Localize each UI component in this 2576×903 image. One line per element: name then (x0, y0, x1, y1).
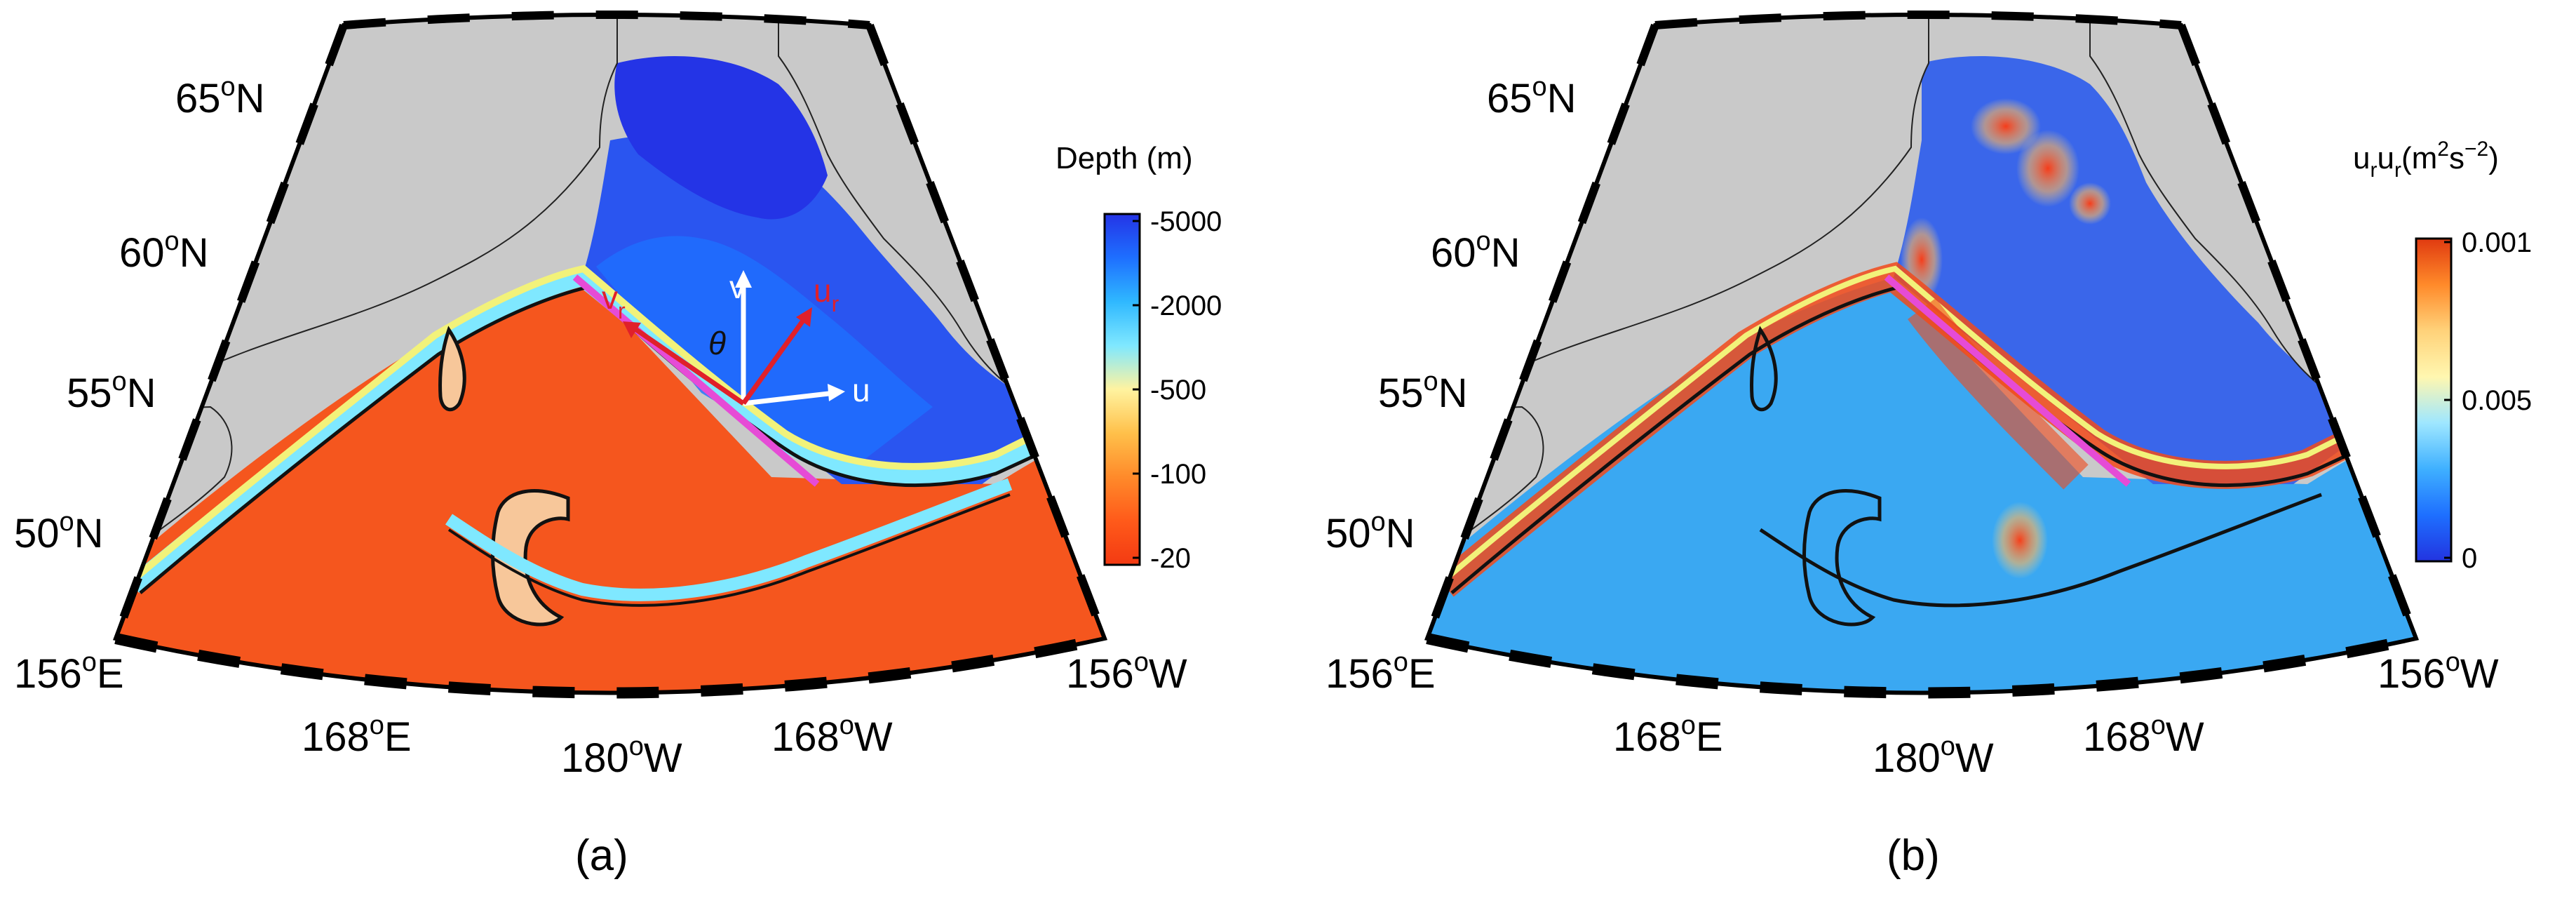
lon-labels-b: 156oE 168oE 180oW 168oW 156oW (1326, 648, 2499, 781)
u-arrow (743, 390, 835, 406)
colorbar-a: Depth (m) -5000 -2000 -500 -100 -20 (1056, 141, 1222, 574)
hotspot-north-3 (2069, 182, 2111, 225)
section-line-b (1884, 274, 2131, 487)
aleutian-arc-line (447, 493, 1011, 607)
vr-arrow (630, 324, 745, 406)
colorbar-b-title: urur(m2s−2) (2353, 138, 2499, 182)
frame-ticks-b-left (1423, 23, 1659, 641)
colorbar-b-tick-label-2: 0 (2462, 543, 2477, 574)
bowers-ridge-b (1802, 489, 1882, 627)
colorbar-b-tick-label-0: 0.001 (2462, 227, 2532, 258)
colorbar-a-ticks: -5000 -2000 -500 -100 -20 (1133, 206, 1222, 574)
bowers-ridge (491, 489, 570, 627)
vr-label: vr (602, 279, 626, 323)
lat-label-55-b: 55oN (1378, 367, 1468, 416)
ur-arrow (741, 314, 809, 406)
lon-label-180w-b: 180oW (1873, 732, 1994, 781)
frame-ticks-a-right (865, 23, 1109, 641)
frame-ticks-b (1426, 633, 2417, 699)
lon-label-168w-b: 168oW (2083, 711, 2204, 760)
shelf-break-yellow (134, 265, 1105, 580)
u-arrow-head (828, 384, 845, 401)
colorbar-a-title: Depth (m) (1056, 141, 1193, 175)
lon-label-168e: 168oE (302, 711, 412, 760)
frame-ticks-b-right (2177, 23, 2420, 641)
ur-label: ur (814, 272, 839, 316)
north-shelf (614, 56, 828, 220)
hotspot-north-2 (2016, 130, 2079, 207)
lat-labels-a: 65oN 60oN 55oN 50oN (14, 72, 265, 556)
panel-a: v vr θ ur u 65oN 60oN 55oN 50oN 156oE 16… (14, 11, 1222, 880)
lat-label-55: 55oN (67, 367, 156, 416)
shelf-break (127, 267, 1105, 594)
colorbar-b-tick-label-1: 0.005 (2462, 385, 2532, 416)
colorbar-a-tick-label-4: -20 (1150, 543, 1191, 574)
lat-label-50: 50oN (14, 507, 104, 556)
hotspot-basin (1992, 502, 2048, 579)
lat-label-60-b: 60oN (1431, 227, 1520, 276)
panel-b: 65oN 60oN 55oN 50oN 156oE 168oE 180oW 16… (1326, 11, 2532, 880)
caption-a: (a) (575, 831, 628, 880)
ur-arrow-head (796, 307, 812, 327)
aleutian-arc (445, 478, 1013, 601)
theta-label: θ (708, 325, 726, 361)
vr-arrow-head (623, 321, 641, 338)
lon-label-180w: 180oW (561, 732, 682, 781)
section-line-a (572, 274, 820, 487)
frame-ticks-a (114, 633, 1106, 699)
colorbar-b-ticks: 0.001 0.005 0 (2444, 227, 2532, 574)
frame-ticks-b-top (1654, 11, 2182, 29)
caption-b: (b) (1887, 831, 1940, 880)
shelf-light (596, 236, 933, 477)
colorbar-b: urur(m2s−2) 0.001 0.005 0 (2353, 138, 2532, 574)
lat-label-60: 60oN (119, 227, 209, 276)
lat-label-65: 65oN (175, 72, 265, 121)
hotspot-north-1 (1971, 98, 2041, 154)
lon-label-156w-b: 156oW (2378, 648, 2499, 697)
lon-label-156e: 156oE (14, 648, 124, 697)
colorbar-a-tick-label-2: -500 (1150, 375, 1206, 406)
hot-band-section (1908, 297, 2089, 490)
lat-label-65-b: 65oN (1487, 72, 1577, 121)
lon-label-156e-b: 156oE (1326, 648, 1436, 697)
colorbar-a-tick-label-0: -5000 (1150, 206, 1222, 237)
shirshov-ridge-b (1750, 326, 1778, 412)
lon-label-156w: 156oW (1066, 648, 1187, 697)
aleutian-arc-b (1759, 493, 2322, 608)
frame-ticks-a-top (343, 11, 870, 29)
lat-label-50-b: 50oN (1326, 507, 1415, 556)
vector-diagram: v vr θ ur u (602, 269, 870, 408)
u-label: u (852, 372, 870, 408)
frame-ticks-a-left (112, 23, 348, 641)
v-arrow-head (735, 270, 752, 288)
lon-labels-a: 156oE 168oE 180oW 168oW 156oW (14, 648, 1187, 781)
shirshov-ridge (438, 326, 466, 412)
v-label: v (729, 269, 746, 305)
colorbar-a-tick-label-1: -2000 (1150, 290, 1222, 321)
colorbar-a-tick-label-3: -100 (1150, 459, 1206, 490)
shelf-region (582, 135, 1059, 484)
lat-labels-b: 65oN 60oN 55oN 50oN (1326, 72, 1577, 556)
shelf-b (1894, 56, 2371, 484)
lon-label-168w: 168oW (771, 711, 893, 760)
lon-label-168e-b: 168oE (1613, 711, 1723, 760)
